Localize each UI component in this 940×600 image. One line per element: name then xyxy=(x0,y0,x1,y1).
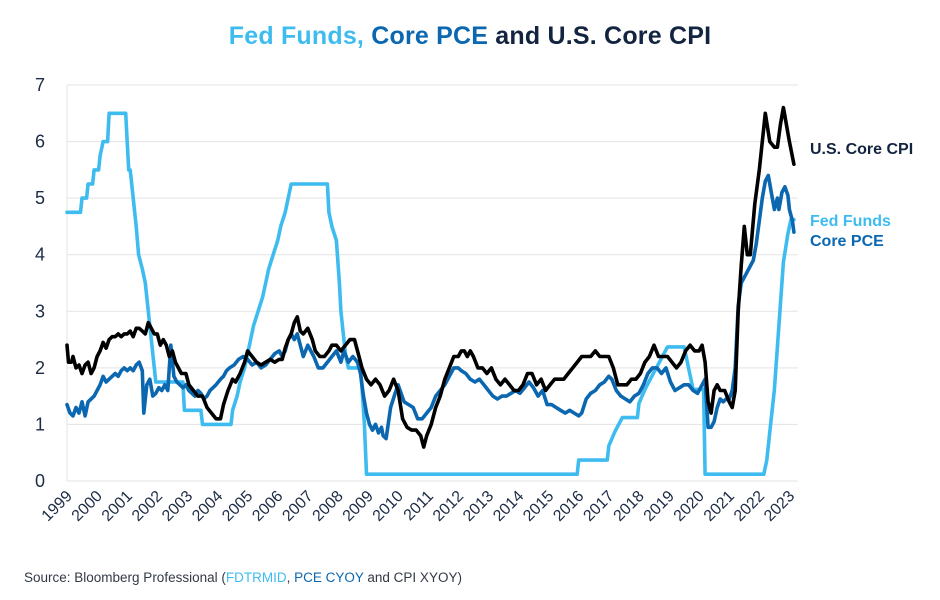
source-fed-ticker: FDTRMID xyxy=(225,570,287,585)
series-end-labels: U.S. Core CPI Fed Funds Core PCE xyxy=(810,141,913,250)
x-tick-label: 2008 xyxy=(310,488,347,525)
source-prefix: Source: Bloomberg Professional ( xyxy=(24,570,226,585)
y-tick-label: 7 xyxy=(35,75,45,95)
x-tick-label: 2012 xyxy=(430,488,467,525)
label-core-cpi: U.S. Core CPI xyxy=(810,141,913,158)
x-tick-label: 2015 xyxy=(520,488,557,525)
x-tick-label: 2005 xyxy=(219,488,256,525)
x-tick-label: 2009 xyxy=(340,488,377,525)
x-tick-label: 2010 xyxy=(370,488,407,525)
x-tick-label: 2004 xyxy=(189,488,226,525)
y-tick-label: 2 xyxy=(35,358,45,378)
source-rest: and CPI XYOY) xyxy=(363,570,462,585)
title-part-fed-funds: Fed Funds, xyxy=(228,22,372,50)
x-tick-label: 2021 xyxy=(701,488,738,525)
title-part-core-pce: Core PCE xyxy=(371,22,489,50)
source-sep: , xyxy=(286,570,295,585)
x-tick-label: 2023 xyxy=(761,488,798,525)
y-tick-label: 5 xyxy=(35,188,45,208)
gridlines xyxy=(66,84,798,482)
x-tick-label: 2018 xyxy=(611,488,648,525)
x-tick-label: 2016 xyxy=(550,488,587,525)
x-tick-label: 2000 xyxy=(69,488,106,525)
series-line-fed-funds xyxy=(65,111,796,476)
x-tick-label: 2019 xyxy=(641,488,678,525)
x-tick-label: 2014 xyxy=(490,488,527,525)
source-pce-ticker: PCE CYOY xyxy=(294,570,364,585)
y-tick-label: 0 xyxy=(35,471,45,491)
y-tick-label: 3 xyxy=(35,301,45,321)
x-tick-label: 1999 xyxy=(39,488,76,525)
x-tick-label: 2020 xyxy=(671,488,708,525)
x-tick-label: 2007 xyxy=(279,488,316,525)
label-fed-funds: Fed Funds xyxy=(810,213,891,230)
x-tick-label: 2001 xyxy=(99,488,136,525)
x-axis: 1999200020012002200320042005200620072008… xyxy=(39,488,799,525)
x-tick-label: 2022 xyxy=(731,488,768,525)
series-lines xyxy=(65,105,796,476)
title-part-core-cpi: and U.S. Core CPI xyxy=(488,22,712,50)
y-tick-label: 1 xyxy=(35,414,45,434)
y-axis: 0 1 2 3 4 5 6 7 xyxy=(35,75,45,491)
y-tick-label: 6 xyxy=(35,132,45,152)
x-tick-label: 2017 xyxy=(580,488,617,525)
x-tick-label: 2013 xyxy=(460,488,497,525)
x-tick-label: 2011 xyxy=(401,488,437,524)
source-note: Source: Bloomberg Professional (FDTRMID,… xyxy=(24,570,462,585)
label-core-pce: Core PCE xyxy=(810,233,884,250)
x-tick-label: 2006 xyxy=(249,488,286,525)
series-line-u-s-core-cpi xyxy=(65,105,796,449)
x-tick-label: 2002 xyxy=(129,488,166,525)
y-tick-label: 4 xyxy=(35,245,45,265)
chart-title: Fed Funds, Core PCE and U.S. Core CPI xyxy=(0,22,940,51)
series-line-core-pce xyxy=(65,173,796,441)
x-tick-label: 2003 xyxy=(159,488,196,525)
